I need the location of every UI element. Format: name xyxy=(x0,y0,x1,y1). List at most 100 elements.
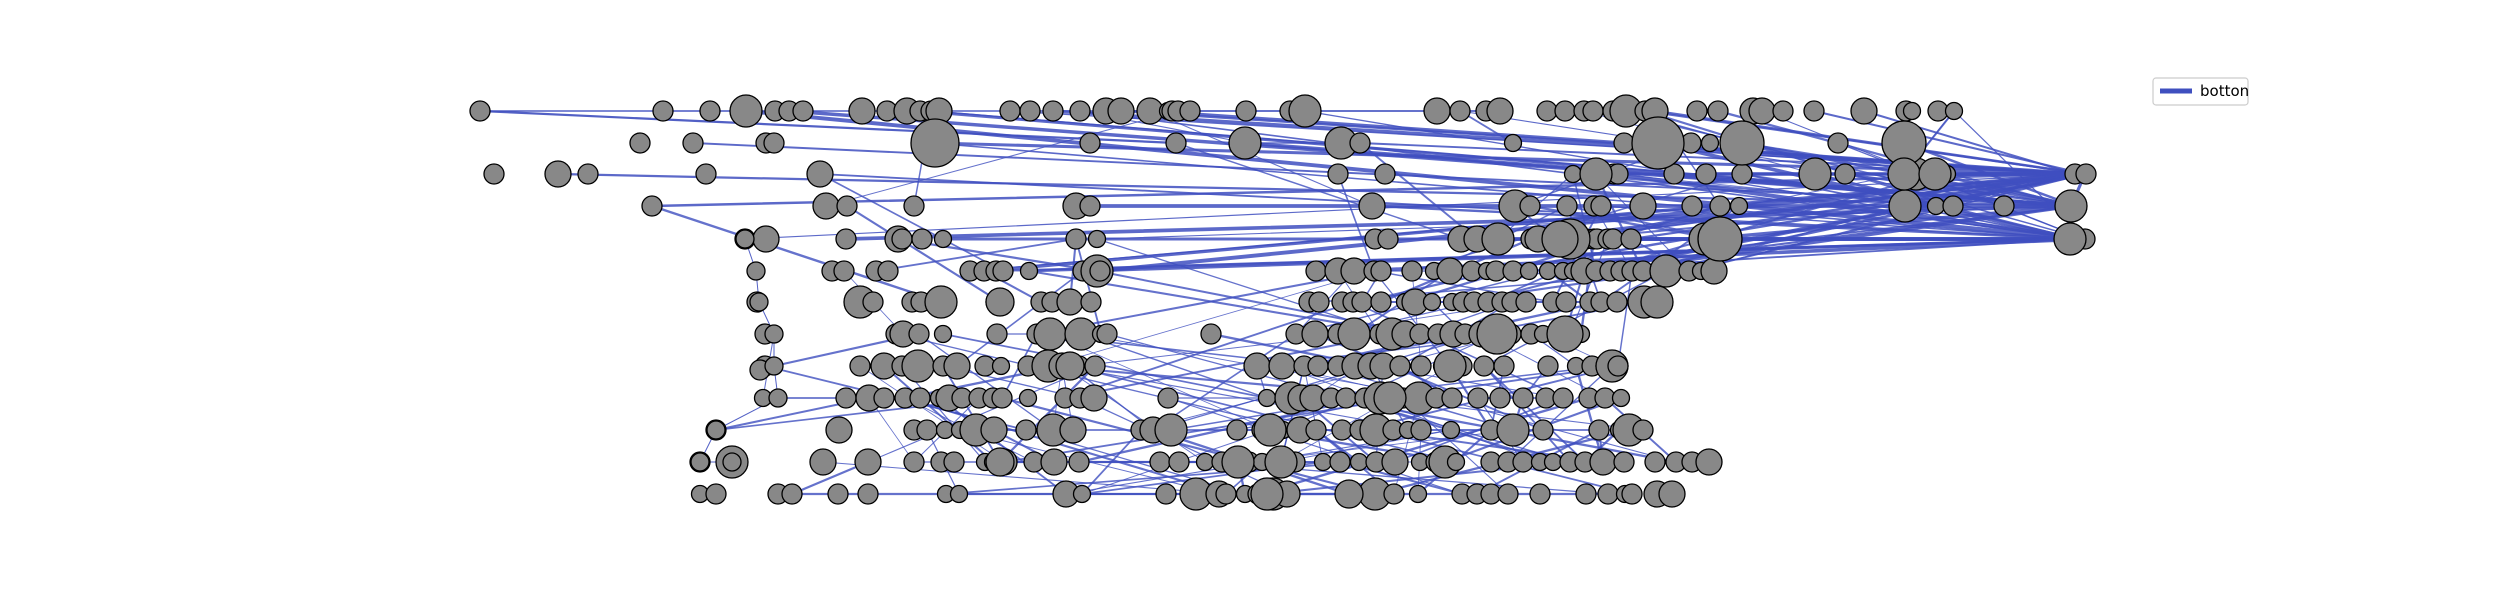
graph-node xyxy=(577,163,599,185)
graph-node xyxy=(1850,97,1878,125)
graph-node xyxy=(1613,451,1635,473)
graph-node xyxy=(1611,388,1631,408)
graph-edge xyxy=(1079,397,1288,495)
graph-node xyxy=(1629,192,1657,220)
graph-node xyxy=(1069,100,1091,122)
graph-node xyxy=(1018,388,1038,408)
graph-node xyxy=(1620,228,1642,250)
graph-node xyxy=(1408,484,1428,504)
graph-node xyxy=(1486,97,1514,125)
graph-node xyxy=(1709,195,1731,217)
graph-node xyxy=(1613,132,1635,154)
graph-edge xyxy=(650,204,943,304)
graph-node xyxy=(1157,387,1179,409)
graph-edge xyxy=(1080,333,1268,399)
graph-node xyxy=(833,260,855,282)
graph-node xyxy=(1334,479,1364,509)
graph-node xyxy=(1087,229,1107,249)
graph-node xyxy=(1307,355,1329,377)
graph-node xyxy=(1019,100,1041,122)
graph-node xyxy=(1541,220,1579,258)
graph-node xyxy=(1481,222,1515,256)
graph-node xyxy=(1681,195,1703,217)
graph-node xyxy=(749,292,769,312)
graph-node xyxy=(1370,260,1392,282)
graph-edge xyxy=(998,364,1097,464)
graph-node xyxy=(1015,419,1037,441)
graph-edge xyxy=(478,109,1178,145)
graph-edge xyxy=(819,173,1004,272)
graph-node xyxy=(746,261,766,281)
graph-node xyxy=(1918,157,1952,191)
graph-node xyxy=(1410,355,1432,377)
graph-node xyxy=(1072,484,1092,504)
graph-node xyxy=(827,483,849,505)
graph-node xyxy=(1695,448,1723,476)
graph-node xyxy=(1473,355,1495,377)
graph-node xyxy=(1305,419,1327,441)
graph-node xyxy=(483,163,505,185)
graph-node xyxy=(910,118,960,168)
graph-node xyxy=(699,100,721,122)
graph-edge xyxy=(1579,237,1596,336)
graph-node xyxy=(2054,189,2088,223)
graph-node xyxy=(991,387,1013,409)
graph-node xyxy=(1422,292,1442,312)
graph-node xyxy=(1268,352,1296,380)
graph-node xyxy=(1331,419,1353,441)
graph-node xyxy=(1554,100,1576,122)
graph-node xyxy=(1588,419,1610,441)
graph-nodes xyxy=(469,94,2097,511)
graph-node xyxy=(729,94,763,128)
graph-node xyxy=(1056,288,1084,316)
graph-node xyxy=(1589,448,1617,476)
graph-node xyxy=(1519,261,1539,281)
graph-node xyxy=(854,448,882,476)
graph-edge xyxy=(1152,333,1483,431)
graph-node xyxy=(1200,323,1222,345)
graph-edge xyxy=(1373,270,1451,367)
graph-node xyxy=(2053,222,2087,256)
graph-node xyxy=(1155,483,1177,505)
graph-node xyxy=(825,416,853,444)
graph-node xyxy=(1059,416,1087,444)
graph-node xyxy=(873,387,895,409)
graph-node xyxy=(705,483,727,505)
graph-node xyxy=(1288,94,1322,128)
graph-node xyxy=(1313,452,1333,472)
graph-node xyxy=(992,260,1014,282)
graph-node xyxy=(544,160,572,188)
legend-label: botton xyxy=(2200,82,2249,100)
graph-edge xyxy=(1507,365,1613,463)
graph-node xyxy=(629,132,651,154)
graph-node xyxy=(1942,195,1964,217)
graph-node xyxy=(682,132,704,154)
graph-node xyxy=(1597,483,1619,505)
graph-edge xyxy=(1359,142,1478,240)
graph-node xyxy=(877,260,899,282)
graph-node xyxy=(1358,192,1386,220)
graph-node xyxy=(690,452,710,472)
graph-node xyxy=(1253,413,1287,447)
graph-node xyxy=(1327,163,1349,185)
graph-edge xyxy=(1149,110,1373,207)
graph-node xyxy=(1040,448,1068,476)
graph-node xyxy=(1301,320,1329,348)
graph-node xyxy=(1834,163,1856,185)
graph-node xyxy=(809,448,837,476)
graph-node xyxy=(1772,100,1794,122)
graph-node xyxy=(1370,291,1392,313)
graph-node xyxy=(1798,157,1832,191)
graph-edge xyxy=(1483,365,1571,463)
graph-node xyxy=(1602,228,1624,250)
graph-node xyxy=(1042,100,1064,122)
graph-node xyxy=(903,195,925,217)
graph-node xyxy=(1579,157,1613,191)
graph-node xyxy=(1700,257,1728,285)
graph-node xyxy=(916,419,938,441)
graph-node xyxy=(911,228,933,250)
graph-node xyxy=(933,324,953,344)
graph-node xyxy=(1228,126,1262,160)
graph-node xyxy=(1033,317,1067,351)
graph-node xyxy=(862,291,884,313)
